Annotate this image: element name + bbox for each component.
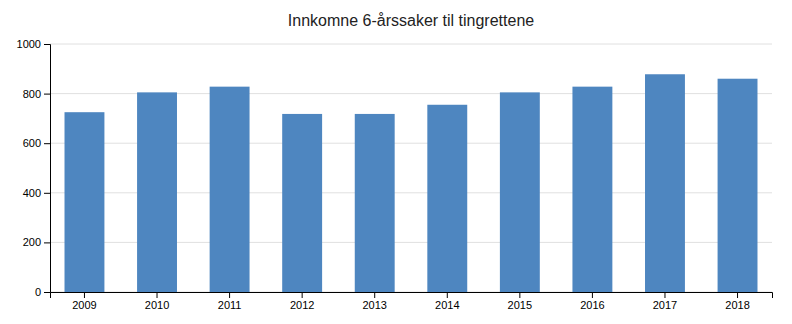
grid — [50, 44, 772, 292]
x-tick-label: 2015 — [508, 299, 532, 311]
y-tick: 0 — [35, 286, 50, 298]
bar — [645, 74, 685, 292]
x-tick: 2013 — [362, 292, 386, 311]
bar — [210, 87, 250, 292]
chart-title: Innkomne 6-årssaker til tingrettene — [288, 12, 534, 29]
chart-container: 2009 2010 2011 2012 2013 2014 2015 2016 2017 2018… — [0, 0, 792, 324]
y-tick-label: 1000 — [17, 38, 41, 50]
bar — [427, 105, 467, 292]
x-axis-line — [51, 293, 773, 299]
x-tick-mark — [519, 292, 520, 298]
x-axis: 2009 2010 2011 2012 2013 2014 2015 2016 2017 2018 — [51, 292, 773, 311]
bar — [500, 92, 540, 292]
x-tick-mark — [84, 292, 85, 298]
bar — [137, 92, 177, 292]
bar — [718, 79, 758, 292]
y-tick-label: 0 — [35, 286, 41, 298]
y-tick-label: 400 — [23, 187, 41, 199]
chart-svg: 2009 2010 2011 2012 2013 2014 2015 2016 2017 2018… — [0, 0, 792, 324]
bars — [65, 74, 758, 292]
y-tick-label: 200 — [23, 236, 41, 248]
x-tick: 2016 — [580, 292, 604, 311]
x-tick-mark — [302, 292, 303, 298]
y-axis-line — [44, 45, 51, 293]
y-tick: 200 — [23, 236, 50, 248]
x-tick-mark — [592, 292, 593, 298]
x-tick-label: 2018 — [725, 299, 749, 311]
x-tick-label: 2016 — [580, 299, 604, 311]
x-tick-label: 2011 — [218, 299, 242, 311]
y-tick: 600 — [23, 137, 50, 149]
y-axis: 0 200 400 600 800 1000 — [17, 38, 51, 298]
x-tick-label: 2017 — [653, 299, 677, 311]
bar — [355, 114, 395, 292]
x-tick-label: 2012 — [290, 299, 314, 311]
x-tick-label: 2010 — [145, 299, 169, 311]
x-tick: 2012 — [290, 292, 314, 311]
y-tick-mark — [44, 44, 50, 45]
x-tick: 2015 — [508, 292, 532, 311]
x-tick: 2018 — [725, 292, 749, 311]
bar — [282, 114, 322, 292]
x-tick-mark — [664, 292, 665, 298]
plot-area: 2009 2010 2011 2012 2013 2014 2015 2016 2017 2018… — [17, 38, 773, 311]
y-tick-mark — [44, 143, 50, 144]
y-tick: 1000 — [17, 38, 50, 50]
y-tick-mark — [44, 193, 50, 194]
y-tick-label: 800 — [23, 88, 41, 100]
y-tick-label: 600 — [23, 137, 41, 149]
bar — [65, 112, 105, 292]
x-tick: 2010 — [145, 292, 169, 311]
y-tick-mark — [44, 292, 50, 293]
x-tick-label: 2014 — [435, 299, 459, 311]
y-tick: 400 — [23, 187, 50, 199]
x-tick: 2009 — [72, 292, 96, 311]
bar — [572, 87, 612, 292]
x-tick-label: 2009 — [72, 299, 96, 311]
x-tick: 2014 — [435, 292, 459, 311]
x-tick-mark — [447, 292, 448, 298]
x-tick-mark — [157, 292, 158, 298]
x-tick-label: 2013 — [362, 299, 386, 311]
x-tick-mark — [229, 292, 230, 298]
x-tick: 2011 — [218, 292, 242, 311]
grid-line — [50, 44, 772, 45]
y-tick-mark — [44, 94, 50, 95]
x-tick-mark — [737, 292, 738, 298]
y-tick: 800 — [23, 88, 50, 100]
y-tick-mark — [44, 242, 50, 243]
x-tick: 2017 — [653, 292, 677, 311]
x-tick-mark — [374, 292, 375, 298]
